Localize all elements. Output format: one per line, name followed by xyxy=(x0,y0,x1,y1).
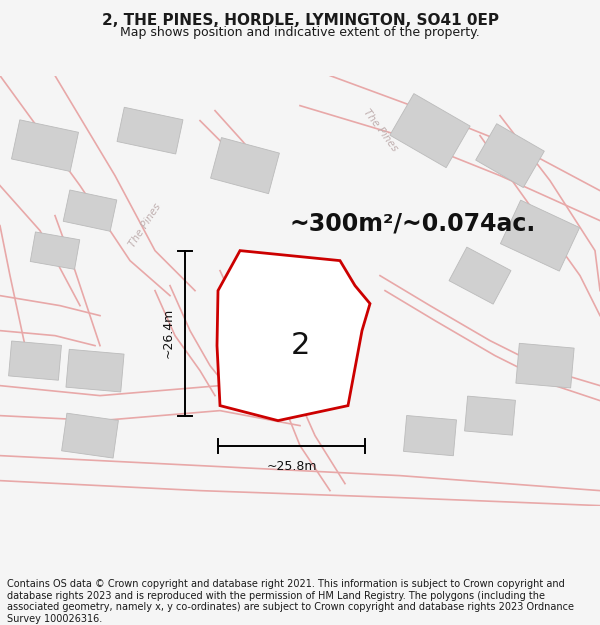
Text: ~25.8m: ~25.8m xyxy=(266,459,317,472)
Text: 2, THE PINES, HORDLE, LYMINGTON, SO41 0EP: 2, THE PINES, HORDLE, LYMINGTON, SO41 0E… xyxy=(101,13,499,28)
Text: ~300m²/~0.074ac.: ~300m²/~0.074ac. xyxy=(290,212,536,236)
Text: The Pines: The Pines xyxy=(361,107,399,154)
Polygon shape xyxy=(117,107,183,154)
Polygon shape xyxy=(220,297,296,384)
Polygon shape xyxy=(390,94,470,168)
Text: The Pines: The Pines xyxy=(127,202,163,249)
Polygon shape xyxy=(30,232,80,269)
Polygon shape xyxy=(449,247,511,304)
Polygon shape xyxy=(500,200,580,271)
Polygon shape xyxy=(63,190,117,231)
Polygon shape xyxy=(476,124,544,188)
Polygon shape xyxy=(62,413,118,458)
Polygon shape xyxy=(516,343,574,388)
Text: ~26.4m: ~26.4m xyxy=(162,308,175,358)
Polygon shape xyxy=(66,349,124,392)
Polygon shape xyxy=(8,341,61,380)
Polygon shape xyxy=(464,396,515,435)
Polygon shape xyxy=(217,251,370,421)
Polygon shape xyxy=(404,416,457,456)
Text: 2: 2 xyxy=(290,331,310,360)
Polygon shape xyxy=(11,120,79,171)
Text: Map shows position and indicative extent of the property.: Map shows position and indicative extent… xyxy=(120,26,480,39)
Text: Contains OS data © Crown copyright and database right 2021. This information is : Contains OS data © Crown copyright and d… xyxy=(7,579,574,624)
Polygon shape xyxy=(211,138,280,194)
